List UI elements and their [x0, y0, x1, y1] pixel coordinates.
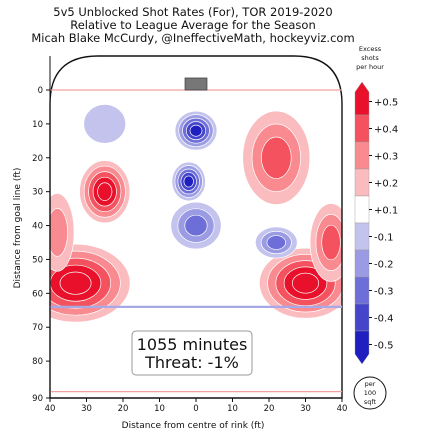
- heatmap-region: [309, 203, 342, 282]
- per-area-line-3: sqft: [364, 398, 377, 406]
- threat-label: Threat: -1%: [144, 353, 239, 372]
- colorbar-swatch: [354, 195, 370, 224]
- colorbar-legend: Excess shots per hour +0.5+0.4+0.3+0.2+0…: [354, 45, 398, 365]
- heatmap-contour: [59, 271, 92, 295]
- y-tick-label: 60: [32, 289, 43, 299]
- minutes-label: 1055 minutes: [137, 335, 248, 354]
- colorbar-label: -0.5: [374, 341, 394, 352]
- x-tick-label: 20: [264, 404, 275, 414]
- x-tick-label: 40: [337, 404, 348, 414]
- threat-annotation: 1055 minutes Threat: -1%: [131, 330, 253, 376]
- axes: 40 30 20 10 0 10 20 30 40 0 10 20 30 40 50 60 70 80 90: [32, 56, 347, 414]
- per-area-circle: [353, 376, 387, 410]
- heatmap-contour: [291, 272, 320, 294]
- colorbar-swatch: [354, 276, 370, 305]
- y-tick-label: 20: [32, 154, 43, 164]
- per-area-line-2: 100: [364, 389, 376, 397]
- per-area-badge: per 100 sqft: [353, 376, 387, 410]
- annotation-box: [131, 330, 253, 376]
- colorbar-swatch: [354, 330, 370, 365]
- heatmap-region: [50, 193, 75, 272]
- y-tick-label: 30: [32, 188, 43, 198]
- heatmap-contour: [50, 208, 68, 257]
- heatmap-contour: [321, 224, 341, 261]
- heatmap-regions: [50, 104, 342, 323]
- y-tick-label: 50: [32, 255, 43, 265]
- colorbar-title-line-3: per hour: [356, 63, 384, 71]
- colorbar-labels: +0.5 +0.4 +0.3 +0.2 +0.1 -0.1 -0.2 -0.3 -0.4 -0.5: [369, 98, 398, 352]
- chart-title-line-1: 5v5 Unblocked Shot Rates (For), TOR 2019…: [53, 5, 332, 19]
- chart-title-line-2: Relative to League Average for the Seaso…: [70, 18, 316, 32]
- x-tick-label: 10: [154, 404, 165, 414]
- heatmap-region: [171, 161, 206, 202]
- colorbar-swatch: [354, 303, 370, 332]
- heatmap-contour: [266, 235, 286, 250]
- heatmap-contour: [189, 124, 203, 137]
- y-tick-label: 40: [32, 222, 43, 232]
- colorbar-swatch: [354, 168, 370, 197]
- heatmap-region: [170, 201, 222, 250]
- colorbar-swatches: [354, 81, 370, 365]
- x-tick-label: 40: [45, 404, 56, 414]
- heatmap-contour: [261, 136, 292, 179]
- y-tick-label: 90: [32, 394, 43, 404]
- heatmap-contour: [97, 182, 113, 201]
- y-tick-label: 10: [32, 120, 43, 130]
- x-tick-label: 20: [118, 404, 129, 414]
- heatmap-contour: [83, 104, 127, 144]
- per-area-line-1: per: [365, 380, 376, 388]
- heatmap-region: [83, 104, 127, 144]
- colorbar-label: +0.5: [374, 98, 398, 109]
- heatmap-contour: [183, 175, 194, 188]
- x-tick-label: 0: [193, 404, 198, 414]
- colorbar-label: +0.4: [374, 125, 398, 136]
- heatmap-region: [242, 110, 311, 205]
- colorbar-label: -0.3: [374, 287, 394, 298]
- rink-plot-area: [49, 55, 343, 399]
- x-tick-label: 30: [300, 404, 311, 414]
- colorbar-label: -0.2: [374, 260, 394, 271]
- colorbar-label: +0.2: [374, 179, 398, 190]
- colorbar-label: +0.1: [374, 206, 398, 217]
- colorbar-swatch: [354, 249, 370, 278]
- y-tick-label: 80: [32, 357, 43, 367]
- colorbar-label: -0.1: [374, 233, 394, 244]
- colorbar-swatch: [354, 81, 370, 116]
- x-tick-label: 30: [81, 404, 92, 414]
- y-tick-label: 0: [38, 86, 43, 96]
- goal-net-icon: [184, 77, 208, 91]
- x-tick-label: 10: [227, 404, 238, 414]
- heatmap-region: [79, 160, 131, 224]
- heatmap-region: [254, 226, 298, 259]
- colorbar-title-line-1: Excess: [359, 45, 382, 53]
- y-tick-label: 70: [32, 323, 43, 333]
- colorbar-title-line-2: shots: [361, 54, 379, 62]
- chart-title-line-3: Micah Blake McCurdy, @IneffectiveMath, h…: [31, 31, 354, 45]
- colorbar-swatch: [354, 114, 370, 143]
- heatmap-region: [174, 110, 218, 151]
- heatmap-contour: [184, 214, 208, 237]
- colorbar-label: -0.4: [374, 314, 394, 325]
- colorbar-swatch: [354, 222, 370, 251]
- colorbar-label: +0.3: [374, 152, 398, 163]
- x-axis-label: Distance from centre of rink (ft): [122, 421, 265, 431]
- y-axis-label: Distance from goal line (ft): [13, 168, 23, 289]
- colorbar-swatch: [354, 141, 370, 170]
